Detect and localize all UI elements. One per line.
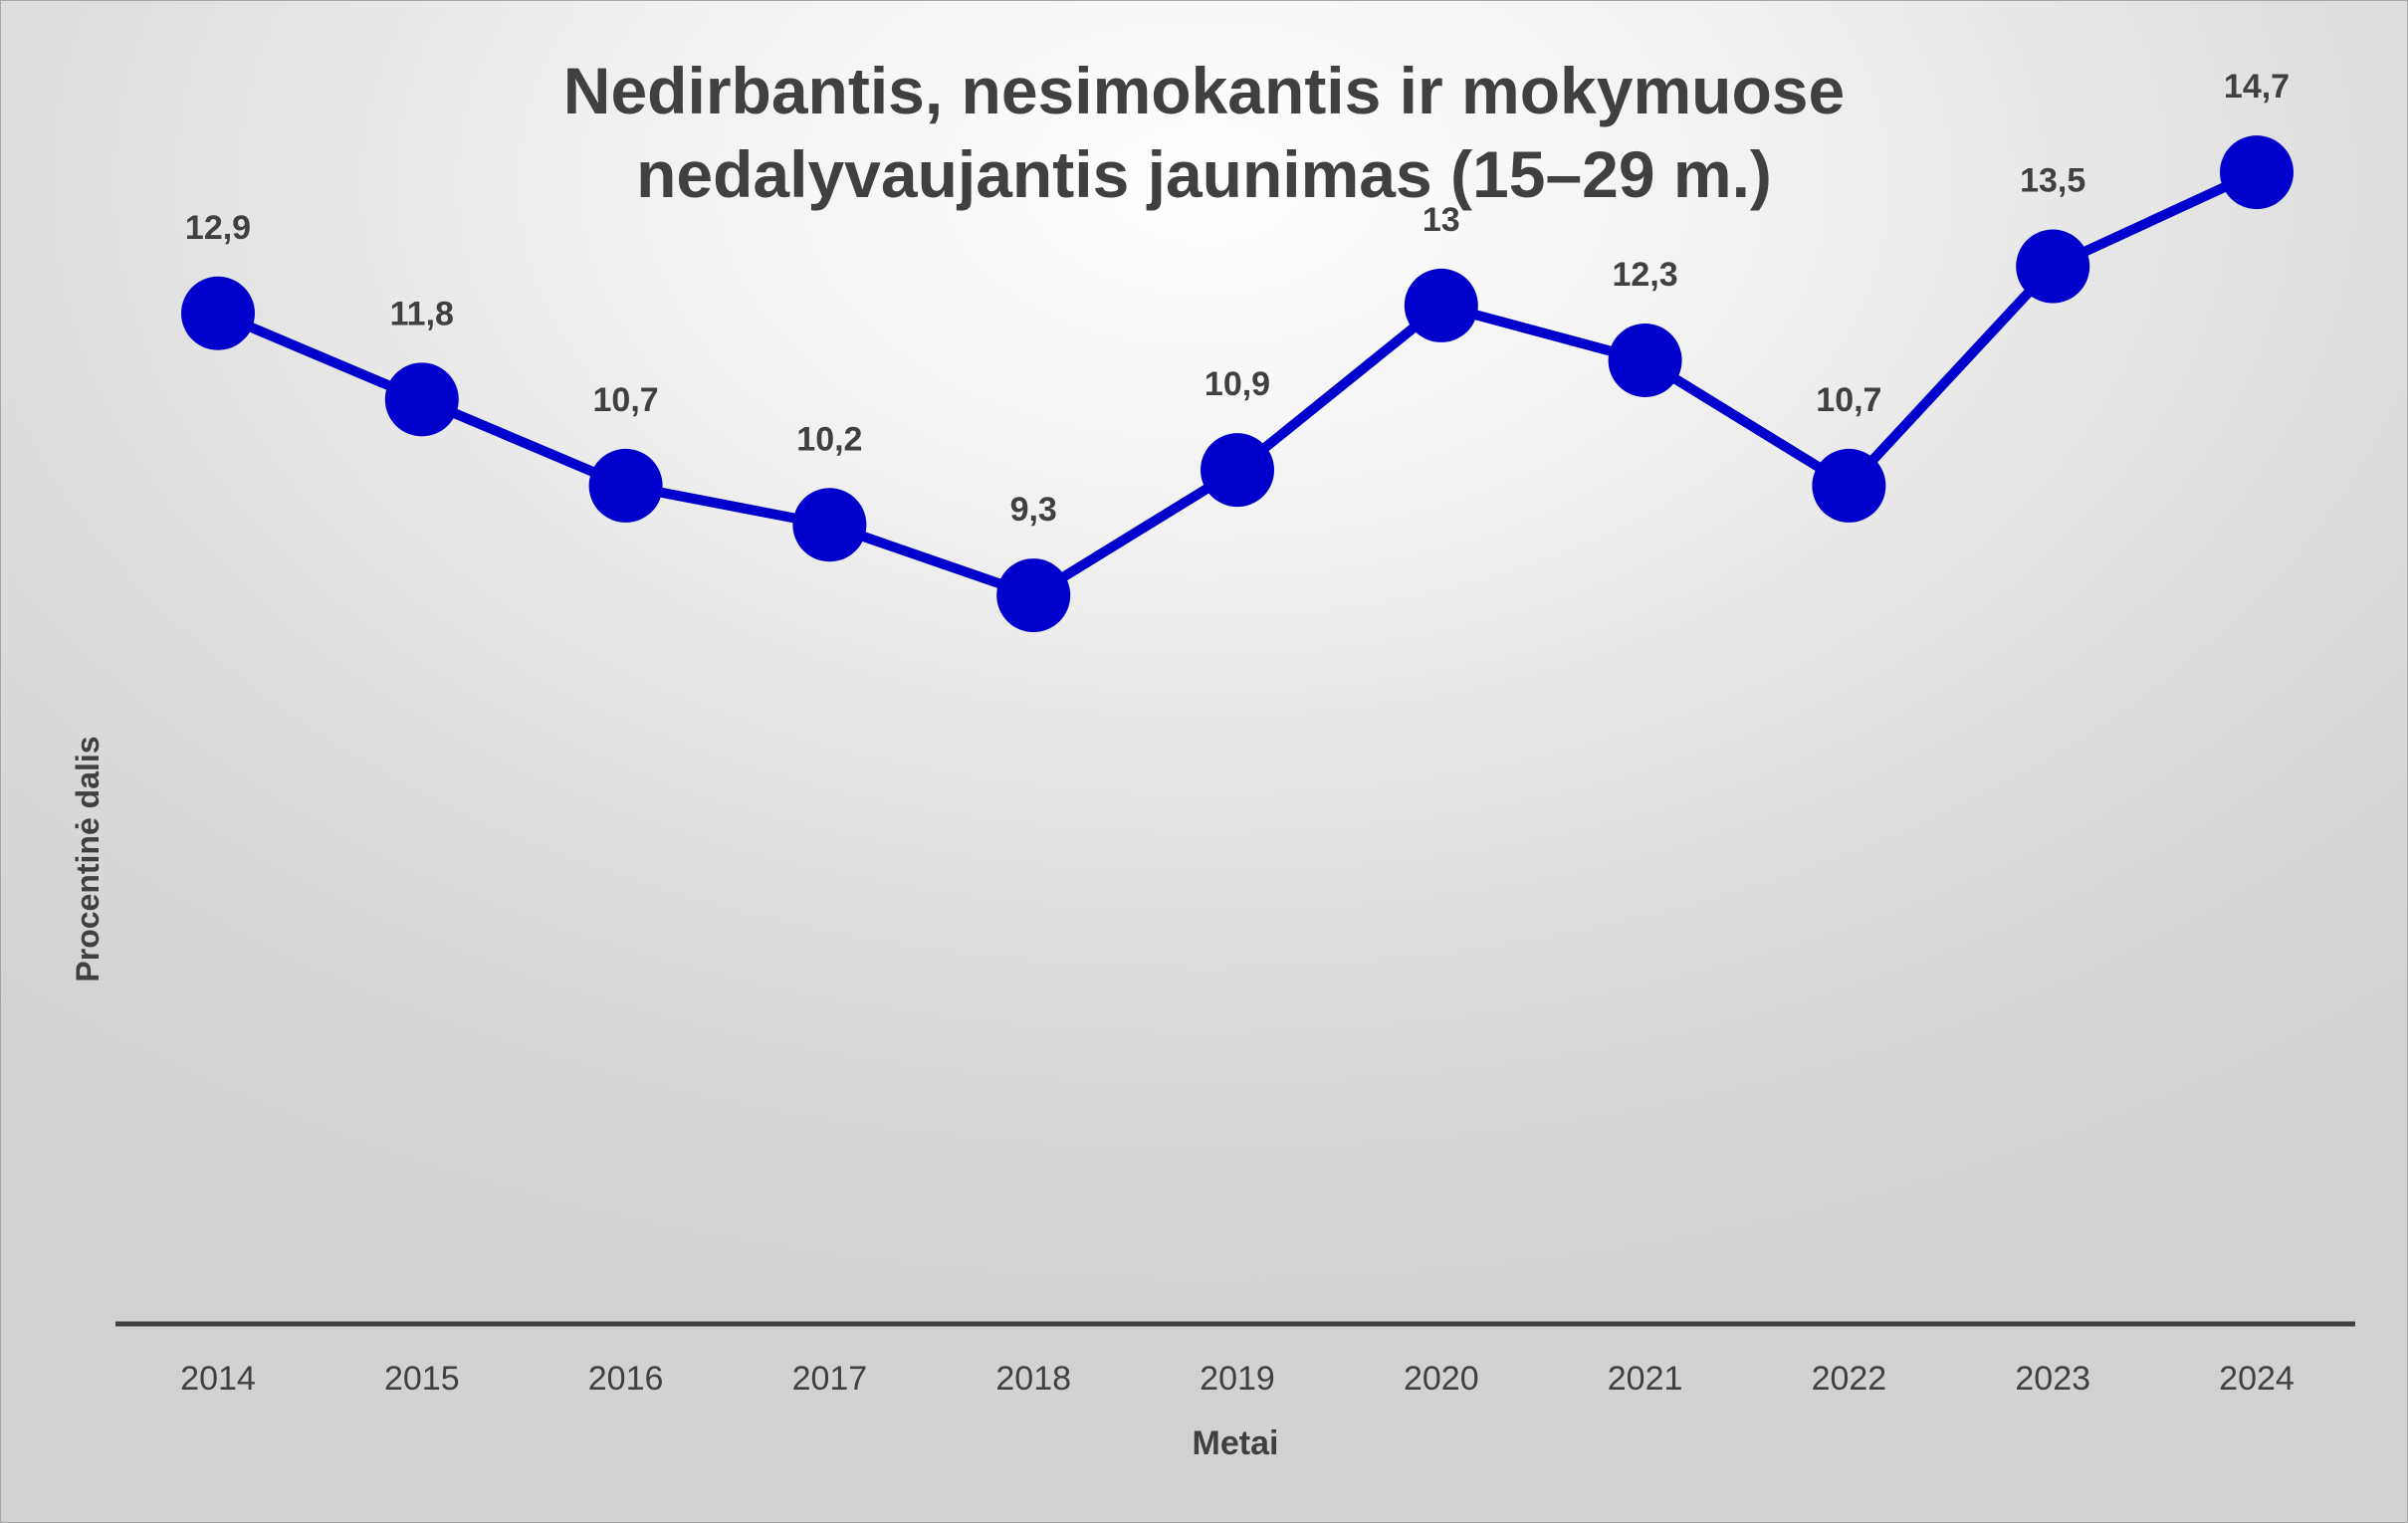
data-label: 10,7 bbox=[593, 381, 659, 419]
data-label: 13 bbox=[1423, 201, 1460, 239]
data-labels: 12,9 11,8 10,7 10,2 9,3 10,9 13 12,3 10,7 13,5 14,… bbox=[185, 68, 2290, 529]
data-label: 10,7 bbox=[1816, 381, 1881, 419]
data-label: 12,9 bbox=[185, 209, 251, 247]
data-label: 12,3 bbox=[1613, 256, 1678, 294]
x-axis-title: Metai bbox=[1193, 1424, 1279, 1462]
data-point-marker bbox=[792, 488, 867, 562]
data-label: 9,3 bbox=[1010, 491, 1057, 529]
data-point-marker bbox=[181, 276, 255, 350]
x-tick-label: 2019 bbox=[1200, 1360, 1275, 1398]
data-point-marker bbox=[1201, 433, 1274, 508]
x-tick-labels: 2014 2015 2016 2017 2018 2019 2020 2021 2022 2023… bbox=[180, 1360, 2295, 1398]
data-point-marker bbox=[996, 558, 1071, 633]
data-point-marker bbox=[384, 362, 459, 437]
x-tick-label: 2020 bbox=[1404, 1360, 1479, 1398]
data-label: 10,2 bbox=[796, 420, 862, 458]
data-label: 13,5 bbox=[2020, 162, 2085, 200]
data-label: 11,8 bbox=[390, 295, 454, 332]
x-tick-label: 2015 bbox=[384, 1360, 460, 1398]
y-axis-title: Procentinė dalis bbox=[70, 736, 106, 981]
data-point-marker bbox=[2220, 135, 2294, 210]
data-point-marker bbox=[1812, 448, 1886, 523]
data-label: 14,7 bbox=[2224, 68, 2290, 106]
x-tick-label: 2014 bbox=[180, 1360, 256, 1398]
chart-title-line-2: nedalyvaujantis jaunimas (15–29 m.) bbox=[636, 137, 1772, 211]
data-point-marker bbox=[1608, 323, 1682, 397]
x-tick-label: 2021 bbox=[1608, 1360, 1683, 1398]
x-tick-label: 2024 bbox=[2219, 1360, 2295, 1398]
x-tick-label: 2017 bbox=[792, 1360, 868, 1398]
data-label: 10,9 bbox=[1204, 365, 1270, 403]
x-tick-label: 2018 bbox=[995, 1360, 1071, 1398]
data-point-marker bbox=[588, 448, 663, 523]
data-point-marker bbox=[1404, 268, 1478, 342]
series-group: 12,9 11,8 10,7 10,2 9,3 10,9 13 12,3 10,7 13,5 14,… bbox=[181, 68, 2294, 633]
x-tick-label: 2022 bbox=[1812, 1360, 1887, 1398]
x-tick-label: 2016 bbox=[588, 1360, 664, 1398]
x-tick-label: 2023 bbox=[2015, 1360, 2090, 1398]
series-markers bbox=[181, 135, 2294, 633]
chart-title-line-1: Nedirbantis, nesimokantis ir mokymuose bbox=[562, 54, 1846, 127]
data-point-marker bbox=[2016, 229, 2090, 304]
chart-title: Nedirbantis, nesimokantis ir mokymuose n… bbox=[1, 49, 2407, 216]
